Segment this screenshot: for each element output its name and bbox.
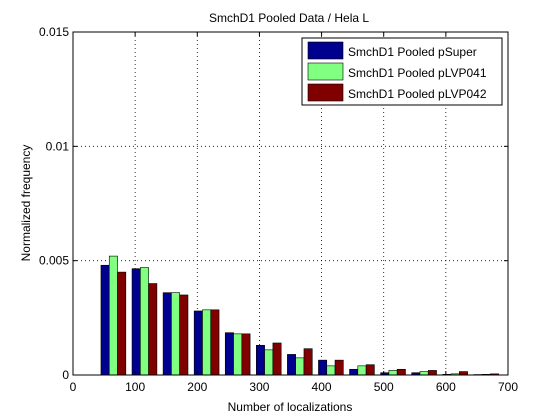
- bar-series-3: [365, 364, 375, 376]
- bar-series-3: [272, 342, 282, 376]
- x-tick-label: 500: [374, 380, 394, 394]
- bar-series-3: [117, 271, 127, 376]
- plot-area-frame: [72, 31, 509, 376]
- bar-series-1: [224, 332, 234, 376]
- legend-label-plvp041: SmchD1 Pooled pLVP041: [348, 66, 487, 80]
- x-axis-label: Number of localizations: [228, 400, 353, 414]
- bar-series-3: [148, 283, 158, 376]
- bar-series-3: [334, 359, 344, 376]
- bar-series-3: [396, 368, 406, 376]
- x-tick-label: 0: [70, 380, 77, 394]
- y-axis-label: Normalized frequency: [19, 145, 33, 262]
- bar-series-2: [388, 370, 398, 376]
- x-tick-label: 600: [436, 380, 456, 394]
- bars: [100, 255, 499, 376]
- y-tick-label: 0.01: [46, 139, 70, 153]
- bar-series-1: [162, 292, 172, 376]
- bar-series-3: [210, 309, 220, 376]
- bar-series-1: [349, 368, 359, 376]
- legend-swatch-plvp041: [307, 62, 344, 81]
- axis-ticks: 0 100 200 300 400 500 600 700 0 0.005 0.01 0.015: [39, 25, 518, 394]
- bar-series-2: [357, 365, 367, 376]
- x-tick-label: 100: [125, 380, 145, 394]
- bar-series-2: [295, 357, 305, 376]
- bar-series-3: [241, 333, 251, 376]
- bar-series-2: [202, 309, 212, 376]
- grid-lines: [73, 32, 508, 375]
- bar-series-3: [303, 348, 313, 376]
- x-tick-label: 200: [187, 380, 207, 394]
- x-tick-label: 400: [312, 380, 332, 394]
- bar-series-1: [193, 310, 203, 376]
- bar-series-2: [140, 267, 149, 376]
- bar-series-2: [233, 333, 243, 376]
- legend-swatch-plvp042: [307, 83, 344, 102]
- bar-series-3: [179, 294, 189, 376]
- x-tick-label: 300: [249, 380, 269, 394]
- y-tick-label: 0.005: [39, 254, 69, 268]
- bar-series-1: [100, 264, 110, 376]
- y-tick-label: 0: [62, 368, 69, 382]
- legend: SmchD1 Pooled pSuper SmchD1 Pooled pLVP0…: [301, 37, 503, 106]
- bar-series-3: [459, 371, 468, 376]
- bar-series-2: [419, 371, 429, 376]
- legend-label-psuper: SmchD1 Pooled pSuper: [348, 45, 477, 59]
- bar-series-2: [326, 365, 336, 376]
- bar-series-3: [427, 370, 437, 376]
- bar-series-1: [318, 359, 328, 376]
- legend-swatch-psuper: [307, 41, 344, 60]
- bar-series-2: [108, 255, 118, 376]
- bar-series-1: [256, 344, 265, 376]
- chart-title: SmchD1 Pooled Data / Hela L: [209, 11, 369, 25]
- x-tick-label: 700: [498, 380, 518, 394]
- y-tick-label: 0.015: [39, 25, 69, 39]
- bar-series-2: [264, 349, 274, 376]
- bar-series-2: [171, 292, 180, 376]
- bar-series-1: [131, 268, 141, 376]
- legend-label-plvp042: SmchD1 Pooled pLVP042: [348, 87, 487, 101]
- bar-series-1: [287, 354, 296, 376]
